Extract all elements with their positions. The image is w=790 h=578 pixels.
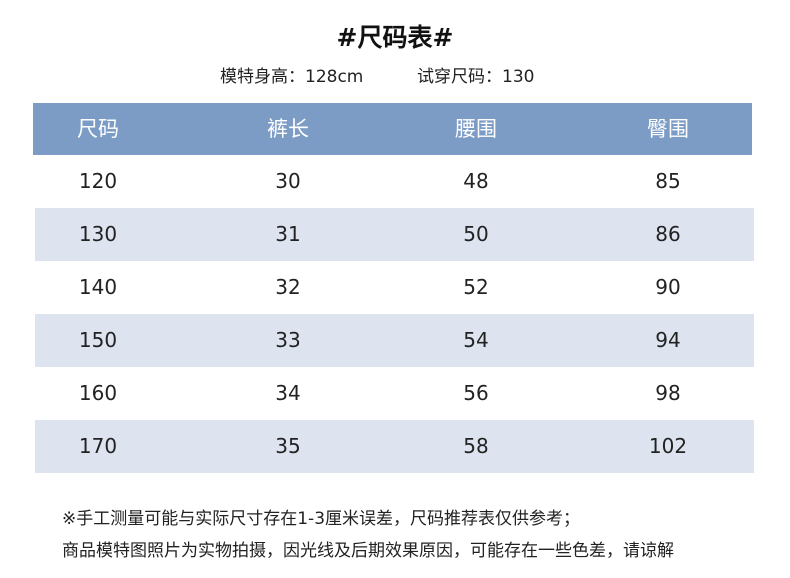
table-cell: 102 [648,434,688,458]
table-cell: 170 [78,434,118,458]
table-cell: 54 [463,328,489,352]
table-cell: 140 [78,275,118,299]
title: #尺码表# [336,23,454,52]
table-cell: 150 [78,328,118,352]
column-header: 臀围 [647,117,689,141]
note: ※手工测量可能与实际尺寸存在1-3厘米误差，尺码推荐表仅供参考； [62,509,581,529]
table-row: 120 30 48 85 [35,155,754,208]
column-header: 腰围 [455,117,497,141]
table-cell: 31 [275,222,301,246]
table-cell: 98 [655,381,681,405]
table-row: 150 33 54 94 [35,314,754,367]
table-cell: 58 [463,434,489,458]
table-cell: 32 [275,275,301,299]
table-cell: 120 [78,169,118,193]
table-cell: 90 [655,275,681,299]
table-cell: 52 [463,275,489,299]
table-cell: 160 [78,381,118,405]
table-cell: 86 [655,222,681,246]
table-cell: 85 [655,169,681,193]
table-cell: 34 [275,381,301,405]
column-header: 尺码 [77,117,119,141]
table-cell: 50 [463,222,489,246]
table-cell: 35 [275,434,301,458]
table-row: 130 31 50 86 [35,208,754,261]
table-cell: 56 [463,381,489,405]
table-cell: 33 [275,328,301,352]
table-row: 170 35 58 102 [35,420,754,473]
table-row: 160 34 56 98 [35,367,754,420]
table-cell: 130 [78,222,118,246]
table-row: 140 32 52 90 [35,261,754,314]
table-cell: 48 [463,169,489,193]
model-size: 试穿尺码：130 [417,67,535,87]
table-cell: 94 [655,328,681,352]
table-header: 尺码 裤长 腰围 臀围 [33,103,752,155]
table-cell: 30 [275,169,301,193]
column-header: 裤长 [267,117,309,141]
model-height: 模特身高：128cm [220,67,364,87]
note: 商品模特图照片为实物拍摄，因光线及后期效果原因，可能存在一些色差，请谅解 [62,541,674,561]
